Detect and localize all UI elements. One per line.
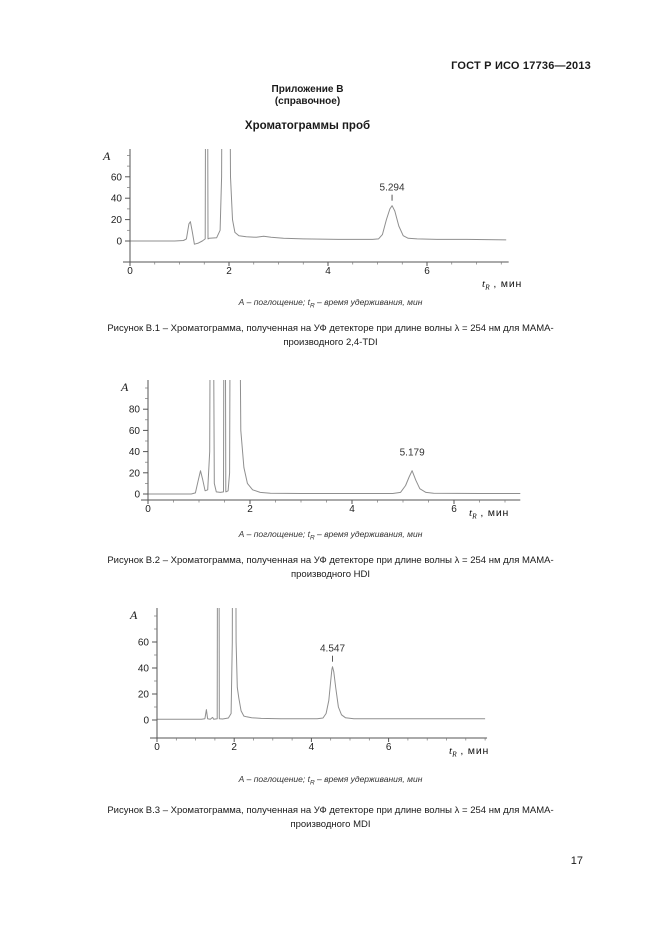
note-tr-symbol: t — [307, 774, 310, 784]
note-retention-label: – время удерживания, мин — [314, 297, 423, 307]
svg-text:0: 0 — [154, 742, 160, 753]
svg-text:4: 4 — [349, 504, 355, 515]
svg-text:80: 80 — [129, 405, 141, 416]
figure-b2-caption: Рисунок В.2 – Хроматограмма, полученная … — [24, 554, 637, 582]
page-number: 17 — [570, 855, 583, 867]
figure-b1-caption: Рисунок В.1 – Хроматограмма, полученная … — [24, 322, 637, 350]
chromatogram-figure-b1: 0 20 40 60 0 2 4 6 5.294 AtR , мин — [102, 149, 522, 292]
chromatogram-figure-b2: 0 20 40 60 80 0 2 4 6 5.179 AtR , мин — [120, 380, 521, 521]
svg-text:A: A — [129, 608, 138, 622]
figure-b3-caption: Рисунок В.3 – Хроматограмма, полученная … — [24, 804, 637, 832]
svg-text:5.179: 5.179 — [400, 448, 425, 459]
svg-text:0: 0 — [116, 237, 122, 248]
section-title: Хроматограммы проб — [244, 120, 371, 132]
note-retention-label: – время удерживания, мин — [314, 774, 423, 784]
svg-text:4: 4 — [309, 742, 315, 753]
annex-heading: Приложение В (справочное) Хроматограммы … — [0, 84, 615, 132]
svg-text:40: 40 — [138, 664, 150, 675]
svg-text:20: 20 — [111, 215, 123, 226]
note-absorbance-label: А – поглощение; — [238, 297, 308, 307]
svg-text:A: A — [102, 149, 111, 163]
svg-text:tR , мин: tR , мин — [449, 745, 489, 759]
svg-text:4: 4 — [325, 266, 331, 277]
figure-b3-note: А – поглощение; tR – время удерживания, … — [24, 774, 637, 787]
note-tr-subscript: R — [309, 779, 315, 787]
svg-text:6: 6 — [451, 504, 457, 515]
figure-b3-caption-line1: Рисунок В.3 – Хроматограмма, полученная … — [107, 805, 554, 816]
figure-b1-caption-line2: производного 2,4-TDI — [283, 337, 378, 348]
annex-subtitle: (справочное) — [274, 96, 341, 107]
svg-text:2: 2 — [231, 742, 237, 753]
note-tr-subscript: R — [309, 302, 315, 310]
svg-text:60: 60 — [111, 172, 123, 183]
svg-text:4.547: 4.547 — [320, 644, 345, 655]
note-absorbance-label: А – поглощение; — [238, 529, 308, 539]
standard-designation: ГОСТ Р ИСО 17736—2013 — [451, 60, 591, 72]
figure-b3-caption-line2: производного MDI — [290, 819, 371, 830]
figure-b2-caption-line1: Рисунок В.2 – Хроматограмма, полученная … — [107, 555, 554, 566]
svg-text:0: 0 — [143, 716, 149, 727]
svg-text:6: 6 — [386, 742, 392, 753]
note-tr-symbol: t — [307, 297, 310, 307]
svg-text:A: A — [120, 380, 129, 394]
svg-text:2: 2 — [247, 504, 253, 515]
svg-text:60: 60 — [129, 426, 141, 437]
svg-text:40: 40 — [129, 447, 141, 458]
svg-text:tR , мин: tR , мин — [482, 278, 522, 292]
svg-text:6: 6 — [424, 266, 430, 277]
svg-text:0: 0 — [145, 504, 151, 515]
figure-b2-caption-line2: производного HDI — [290, 569, 370, 580]
svg-text:tR , мин: tR , мин — [469, 507, 509, 521]
svg-text:60: 60 — [138, 638, 150, 649]
note-absorbance-label: А – поглощение; — [238, 774, 308, 784]
note-tr-subscript: R — [309, 534, 315, 542]
svg-text:5.294: 5.294 — [380, 183, 405, 194]
figure-b2-note: А – поглощение; tR – время удерживания, … — [24, 529, 637, 542]
note-retention-label: – время удерживания, мин — [314, 529, 423, 539]
svg-text:0: 0 — [127, 266, 133, 277]
svg-text:20: 20 — [129, 468, 141, 479]
annex-title: Приложение В — [271, 84, 344, 95]
svg-text:0: 0 — [134, 490, 140, 501]
figure-b1-caption-line1: Рисунок В.1 – Хроматограмма, полученная … — [107, 323, 554, 334]
svg-text:40: 40 — [111, 194, 123, 205]
chromatogram-figure-b3: 0 20 40 60 0 2 4 6 4.547 AtR , мин — [129, 608, 489, 759]
svg-text:20: 20 — [138, 690, 150, 701]
figure-b1-note: А – поглощение; tR – время удерживания, … — [24, 297, 637, 310]
note-tr-symbol: t — [307, 529, 310, 539]
svg-text:2: 2 — [226, 266, 232, 277]
